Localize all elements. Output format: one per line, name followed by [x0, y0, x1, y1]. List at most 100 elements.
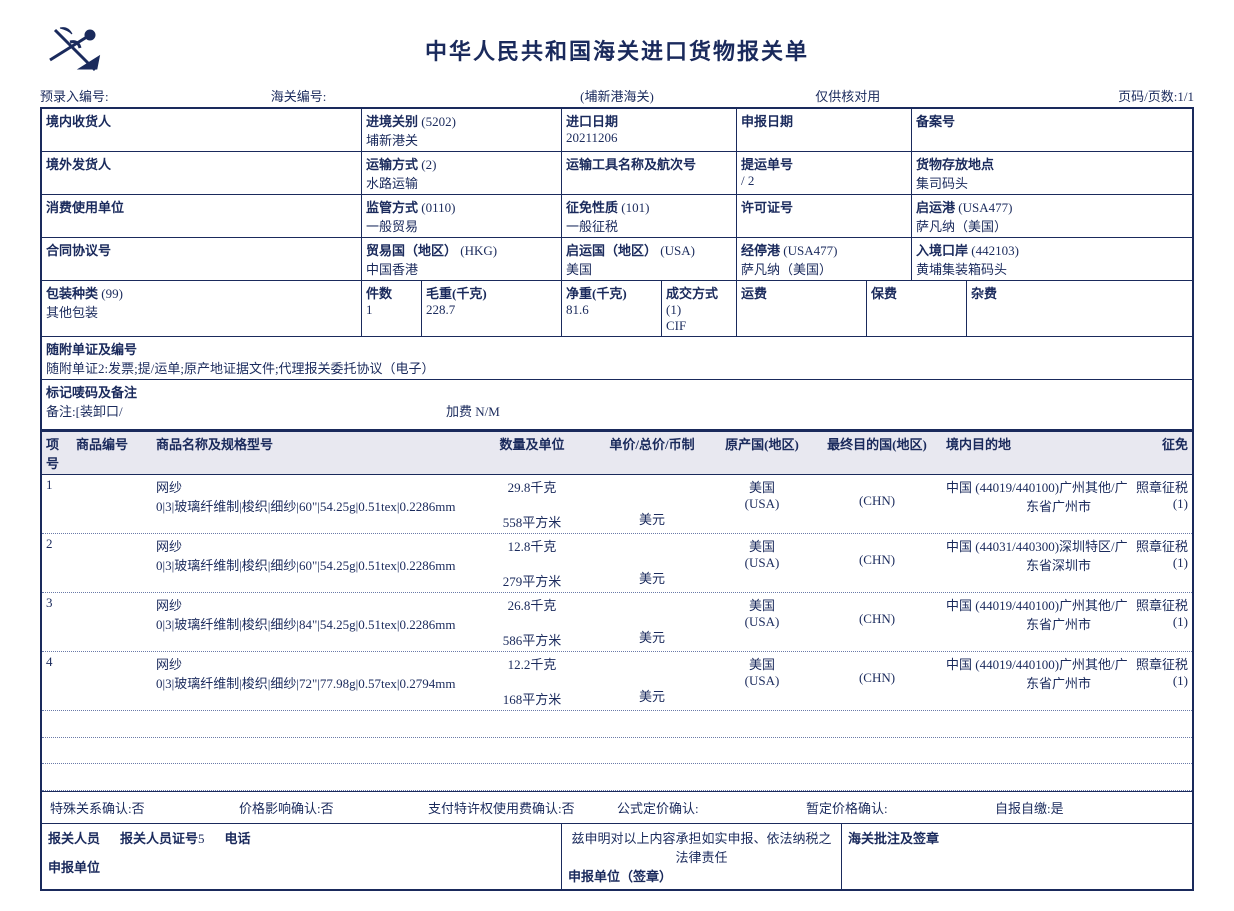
- item-qty: 26.8千克586平方米: [472, 593, 592, 651]
- item-row: 3网纱0|3|玻璃纤维制|梭织|细纱|84"|54.25g|0.51tex|0.…: [42, 593, 1192, 652]
- col-domestic-dest: 境内目的地: [942, 432, 1132, 474]
- col-qty: 数量及单位: [472, 432, 592, 474]
- item-origin: 美国(USA): [712, 652, 812, 710]
- exemption-label: 征免性质: [566, 200, 618, 215]
- item-code: [72, 475, 152, 533]
- declarer-label: 报关人员: [48, 831, 100, 846]
- departure-port-code: (USA477): [958, 200, 1012, 215]
- entry-port-label: 入境口岸: [916, 243, 968, 258]
- form-title: 中华人民共和国海关进口货物报关单: [40, 34, 1194, 66]
- unit-seal-label: 申报单位（签章）: [568, 869, 672, 884]
- gross-weight-label: 毛重(千克): [426, 286, 487, 301]
- items-table-body: 1 网纱0|3|玻璃纤维制|梭织|细纱|60"|54.25g|0.51tex|0.…: [42, 475, 1192, 711]
- transport-mode-label: 运输方式: [366, 157, 418, 172]
- declarer-id-label: 报关人员证号: [120, 831, 198, 846]
- item-domestic-dest: 中国 (44019/440100)广州其他/广东省广州市: [942, 593, 1132, 651]
- pack-type-label: 包装种类: [46, 286, 98, 301]
- pieces-value: 1: [366, 302, 417, 318]
- pre-entry-no: 预录入编号:: [40, 86, 271, 105]
- item-domestic-dest: 中国 (44019/440100)广州其他/广东省广州市: [942, 475, 1132, 533]
- col-name: 商品名称及规格型号: [152, 432, 472, 474]
- item-tax: 照章征税(1): [1132, 475, 1192, 533]
- entry-district-value: 埔新港关: [366, 130, 557, 149]
- pieces-label: 件数: [366, 286, 392, 301]
- misc-fee-label: 杂费: [971, 286, 997, 301]
- item-index: 4: [42, 652, 72, 710]
- item-name-spec: 网纱0|3|玻璃纤维制|梭织|细纱|60"|54.25g|0.51tex|0.2…: [152, 534, 472, 592]
- declarer-id-value: 5: [198, 831, 205, 846]
- items-table-header: 项号 商品编号 商品名称及规格型号 数量及单位 单价/总价/币制 原产国(地区)…: [42, 430, 1192, 475]
- item-origin: 美国(USA): [712, 534, 812, 592]
- storage-value: 集司码头: [916, 173, 1188, 192]
- via-port-value: 萨凡纳（美国）: [741, 259, 907, 278]
- item-code: [72, 652, 152, 710]
- pack-type-value: 其他包装: [46, 302, 357, 321]
- supervision-value: 一般贸易: [366, 216, 557, 235]
- item-currency: 美元: [592, 534, 712, 592]
- self-declaration: 自报自缴:是: [995, 798, 1184, 817]
- item-currency: 美元: [592, 593, 712, 651]
- declaration-form: 境内收货人 进境关别 (5202)埔新港关 进口日期20211206 申报日期 …: [40, 109, 1194, 891]
- marks-nm: 加费 N/M: [446, 401, 500, 420]
- item-index: 1: [42, 475, 72, 533]
- departure-country-label: 启运国（地区）: [566, 243, 657, 258]
- verify-note: 仅供核对用: [732, 86, 963, 105]
- row-3: 消费使用单位 监管方式 (0110)一般贸易 征免性质 (101)一般征税 许可…: [42, 195, 1192, 238]
- license-label: 许可证号: [741, 200, 793, 215]
- item-qty: 29.8千克558平方米: [472, 475, 592, 533]
- pack-type-code: (99): [101, 286, 123, 301]
- departure-country-value: 美国: [566, 259, 732, 278]
- customs-office: (埔新港海关): [502, 86, 733, 105]
- top-info-row: 预录入编号: 海关编号: (埔新港海关) 仅供核对用 页码/页数:1/1: [40, 84, 1194, 109]
- bl-no-value: / 2: [741, 173, 907, 189]
- header: 中华人民共和国海关进口货物报关单: [40, 20, 1194, 80]
- departure-country-code: (USA): [660, 243, 695, 258]
- entry-district-label: 进境关别: [366, 114, 418, 129]
- row-packing: 包装种类 (99)其他包装 件数1 毛重(千克)228.7 净重(千克)81.6…: [42, 281, 1192, 337]
- trade-country-code: (HKG): [460, 243, 497, 258]
- item-code: [72, 593, 152, 651]
- row-4: 合同协议号 贸易国（地区） (HKG)中国香港 启运国（地区） (USA)美国 …: [42, 238, 1192, 281]
- exemption-value: 一般征税: [566, 216, 732, 235]
- via-port-code: (USA477): [783, 243, 837, 258]
- col-dest: 最终目的国(地区): [812, 432, 942, 474]
- via-port-label: 经停港: [741, 243, 780, 258]
- deal-mode-value: CIF: [666, 318, 732, 334]
- provisional-price: 暂定价格确认:: [806, 798, 995, 817]
- marks-section: 标记唛码及备注 备注:[装卸口/加费 N/M: [42, 380, 1192, 430]
- col-index: 项号: [42, 432, 72, 474]
- departure-port-label: 启运港: [916, 200, 955, 215]
- import-date-label: 进口日期: [566, 114, 618, 129]
- attachments-section: 随附单证及编号 随附单证2:发票;提/运单;原产地证据文件;代理报关委托协议（电…: [42, 337, 1192, 380]
- storage-label: 货物存放地点: [916, 157, 994, 172]
- supervision-label: 监管方式: [366, 200, 418, 215]
- item-domestic-dest: 中国 (44019/440100)广州其他/广东省广州市: [942, 652, 1132, 710]
- transport-mode-value: 水路运输: [366, 173, 557, 192]
- item-name-spec: 网纱0|3|玻璃纤维制|梭织|细纱|72"|77.98g|0.57tex|0.2…: [152, 652, 472, 710]
- bl-no-label: 提运单号: [741, 157, 793, 172]
- col-price: 单价/总价/币制: [592, 432, 712, 474]
- gross-weight-value: 228.7: [426, 302, 557, 318]
- phone-label: 电话: [225, 828, 251, 847]
- item-code: [72, 534, 152, 592]
- marks-remark: 备注:[装卸口/: [46, 401, 446, 420]
- deal-mode-label: 成交方式: [666, 286, 718, 301]
- departure-port-value: 萨凡纳（美国）: [916, 216, 1188, 235]
- item-qty: 12.2千克168平方米: [472, 652, 592, 710]
- liability-statement: 兹申明对以上内容承担如实申报、依法纳税之法律责任: [568, 828, 835, 866]
- item-tax: 照章征税(1): [1132, 652, 1192, 710]
- marks-label: 标记唛码及备注: [46, 385, 137, 400]
- item-dest-country: (CHN): [812, 593, 942, 651]
- import-date-value: 20211206: [566, 130, 732, 146]
- customs-endorse-label: 海关批注及签章: [848, 831, 939, 846]
- transport-mode-code: (2): [421, 157, 436, 172]
- item-domestic-dest: 中国 (44031/440300)深圳特区/广东省深圳市: [942, 534, 1132, 592]
- footer-section: 报关人员 报关人员证号5 电话 申报单位 兹申明对以上内容承担如实申报、依法纳税…: [42, 823, 1192, 889]
- supervision-code: (0110): [421, 200, 455, 215]
- item-currency: 美元: [592, 652, 712, 710]
- trade-country-label: 贸易国（地区）: [366, 243, 457, 258]
- insurance-label: 保费: [871, 286, 897, 301]
- entry-port-code: (442103): [971, 243, 1019, 258]
- net-weight-label: 净重(千克): [566, 286, 627, 301]
- item-row: 1网纱0|3|玻璃纤维制|梭织|细纱|60"|54.25g|0.51tex|0.…: [42, 475, 1192, 534]
